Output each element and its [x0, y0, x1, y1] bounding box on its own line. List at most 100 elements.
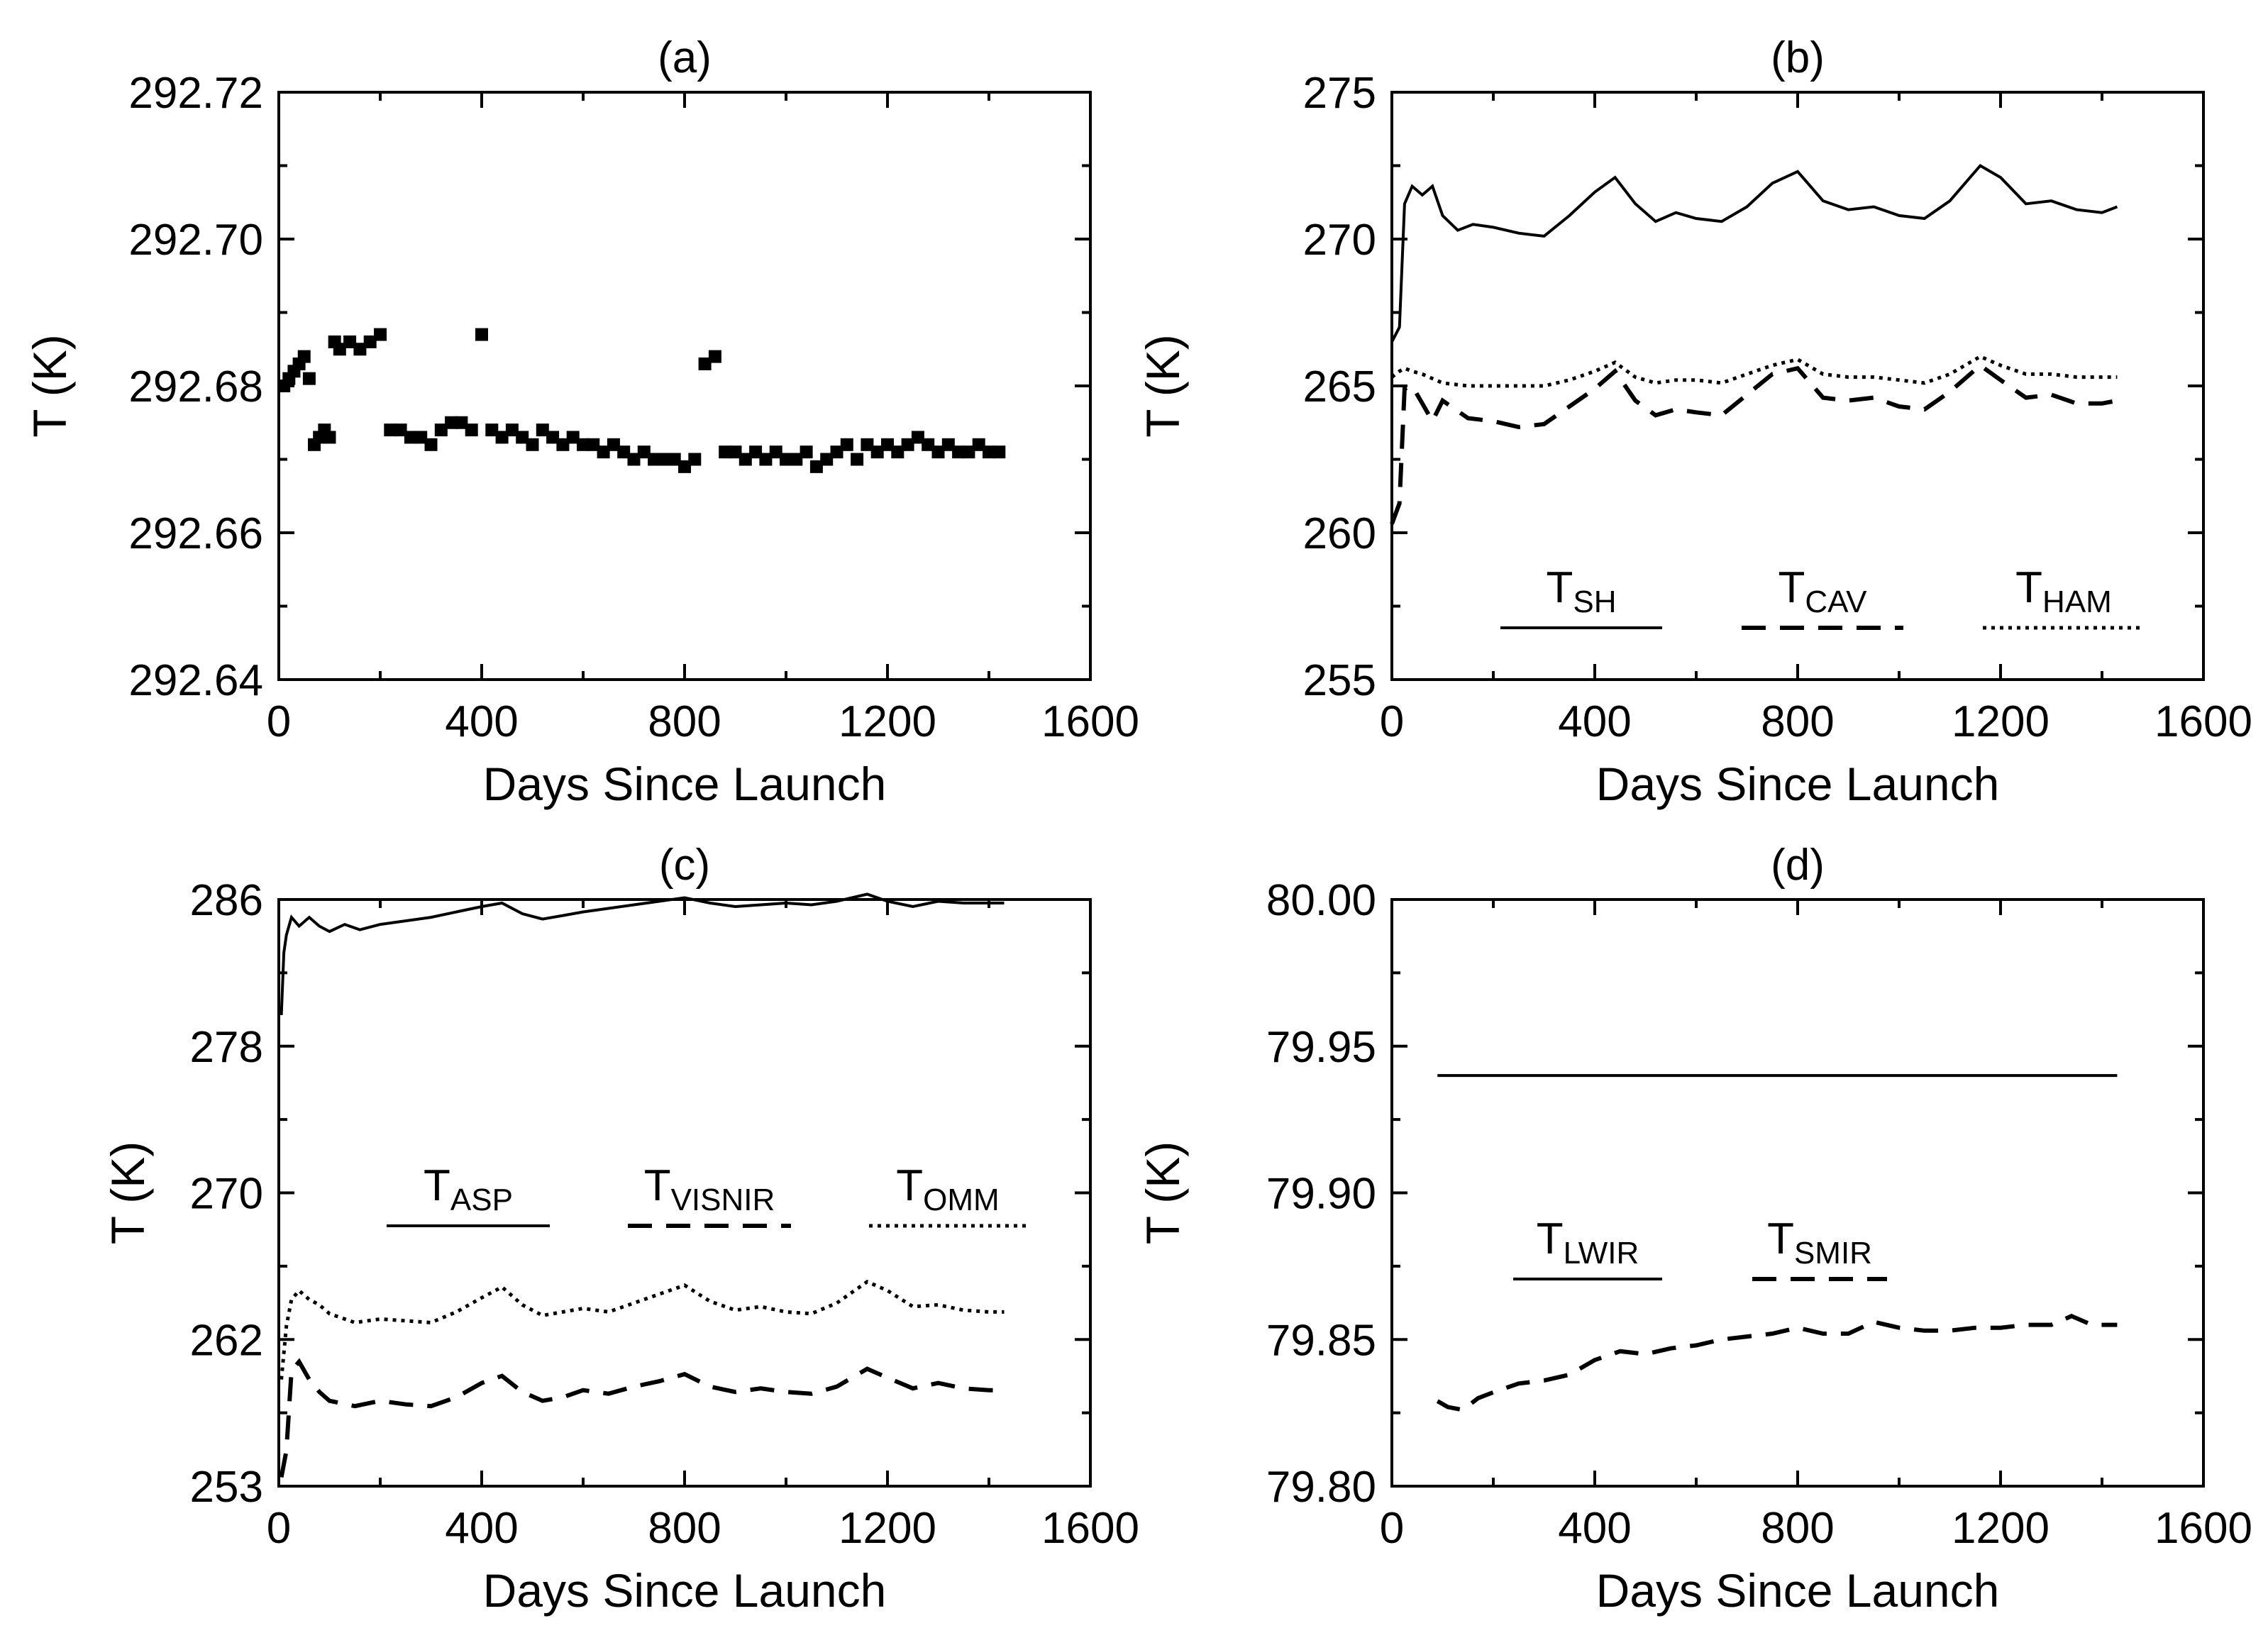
data-point-a: [455, 416, 468, 429]
data-point-a: [587, 438, 600, 451]
data-point-a: [739, 453, 752, 466]
data-point-a: [485, 424, 499, 437]
x-axis-label-a: Days Since Launch: [483, 758, 887, 810]
data-point-a: [617, 445, 631, 459]
data-point-a: [972, 438, 985, 451]
data-point-a: [809, 460, 823, 473]
data-point-a: [302, 372, 316, 385]
xtick-label-d: 800: [1761, 1504, 1834, 1553]
data-point-a: [922, 438, 935, 451]
data-point-a: [516, 431, 529, 444]
data-point-a: [851, 453, 864, 466]
ytick-label-c: 262: [190, 1316, 263, 1365]
data-point-a: [861, 438, 874, 451]
ytick-label-b: 265: [1303, 362, 1376, 411]
legend-label-d-lwir: TLWIR: [1537, 1214, 1639, 1271]
y-axis-label-d: T (K): [1136, 1141, 1189, 1244]
data-point-a: [658, 453, 671, 466]
ytick-label-d: 80.00: [1266, 876, 1376, 925]
data-point-a: [353, 343, 367, 356]
xtick-label-c: 0: [267, 1504, 291, 1553]
data-point-a: [505, 424, 519, 437]
data-point-a: [992, 445, 1006, 459]
y-axis-label-c: T (K): [101, 1141, 154, 1244]
data-point-a: [577, 438, 590, 451]
data-point-a: [445, 416, 458, 429]
legend-label-b-ham: THAM: [2015, 563, 2112, 619]
data-point-a: [983, 445, 995, 459]
legend-label-b-sh: TSH: [1547, 563, 1617, 619]
data-point-a: [881, 438, 894, 451]
xtick-label-c: 1200: [839, 1504, 936, 1553]
data-point-a: [404, 431, 417, 444]
legend-label-b-cav: TCAV: [1778, 563, 1867, 619]
plot-frame-d: [1390, 898, 2205, 1488]
data-point-a: [769, 445, 782, 459]
series-line-c-t-visnir: [279, 1358, 1005, 1478]
data-point-a: [759, 453, 773, 466]
data-point-a: [678, 460, 691, 473]
xtick-label-a: 0: [267, 697, 291, 746]
data-point-a: [688, 453, 702, 466]
data-point-a: [526, 438, 539, 451]
data-point-a: [424, 438, 438, 451]
ytick-label-b: 255: [1303, 656, 1376, 705]
data-point-a: [962, 445, 975, 459]
ytick-label-a: 292.64: [128, 656, 263, 705]
legend-label-c-visnir: TVISNIR: [644, 1161, 775, 1217]
data-point-a: [323, 431, 336, 444]
plot-frame-a: [277, 91, 1092, 681]
ytick-label-b: 260: [1303, 509, 1376, 558]
legend-label-d-smir: TSMIR: [1767, 1214, 1872, 1271]
ytick-label-c: 253: [190, 1463, 263, 1512]
data-point-a: [384, 424, 397, 437]
xtick-label-b: 0: [1380, 697, 1404, 746]
ytick-label-b: 270: [1303, 216, 1376, 265]
ytick-label-a: 292.70: [128, 216, 263, 265]
data-point-a: [698, 357, 712, 370]
x-axis-label-d: Days Since Launch: [1596, 1564, 2000, 1617]
data-point-a: [333, 343, 346, 356]
ytick-label-c: 278: [190, 1023, 263, 1072]
panel-title-d: (d): [1771, 841, 1825, 890]
data-point-a: [414, 431, 428, 444]
data-point-a: [901, 438, 914, 451]
y-axis-label-a: T (K): [23, 334, 76, 437]
panel-title-c: (c): [659, 841, 710, 890]
data-point-a: [394, 424, 407, 437]
data-point-a: [952, 445, 966, 459]
ytick-label-a: 292.66: [128, 509, 263, 558]
series-line-b-t-cav: [1390, 362, 2118, 525]
panel-b: (b) 0 400 800 1200 1600 255 260 265 270 275 Days Si…: [1136, 33, 2252, 810]
data-point-a: [931, 445, 945, 459]
y-axis-label-b: T (K): [1136, 334, 1189, 437]
data-point-a: [840, 438, 853, 451]
series-line-c-t-asp: [280, 892, 1005, 1015]
xtick-label-b: 400: [1558, 697, 1631, 746]
data-point-a: [536, 424, 549, 437]
xtick-label-c: 800: [648, 1504, 721, 1553]
xtick-label-c: 1600: [1041, 1504, 1139, 1553]
data-point-a: [597, 445, 610, 459]
xtick-label-d: 0: [1380, 1504, 1404, 1553]
panel-title-a: (a): [658, 33, 712, 82]
data-point-a: [607, 438, 620, 451]
xtick-label-b: 800: [1761, 697, 1834, 746]
data-point-a: [780, 453, 792, 466]
data-point-a: [800, 445, 813, 459]
data-point-a: [729, 445, 742, 459]
data-point-a: [891, 445, 905, 459]
data-point-a: [297, 350, 311, 363]
xtick-label-a: 400: [445, 697, 518, 746]
data-point-a: [475, 328, 488, 341]
data-point-a: [546, 431, 560, 444]
xtick-label-b: 1200: [1952, 697, 2050, 746]
xtick-label-a: 800: [648, 697, 721, 746]
ytick-label-a: 292.68: [128, 362, 263, 411]
ytick-label-b: 275: [1303, 69, 1376, 118]
data-point-a: [556, 438, 570, 451]
ytick-label-d: 79.85: [1266, 1316, 1376, 1365]
ytick-label-a: 292.72: [128, 69, 263, 118]
series-line-c-t-omm: [280, 1279, 1005, 1380]
series-line-b-t-sh: [1390, 163, 2118, 343]
